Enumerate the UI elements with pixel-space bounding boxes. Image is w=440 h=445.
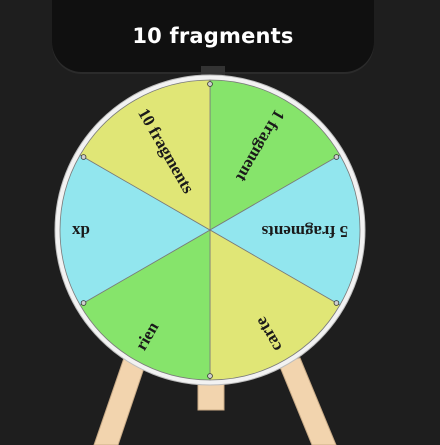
wheel-peg (333, 154, 340, 160)
wheel-segment[interactable] (79, 79, 211, 231)
easel-right-leg (277, 357, 337, 445)
wheel-peg (80, 154, 87, 160)
wheel-peg (80, 300, 87, 306)
wheel-segment-label: xp (72, 219, 90, 238)
wheel-peg (207, 81, 213, 87)
wheel-segment[interactable] (59, 154, 211, 306)
wheel-segment[interactable] (209, 229, 341, 381)
wheel-segments[interactable] (59, 79, 361, 381)
result-banner (52, 0, 374, 72)
wheel-peg (333, 300, 340, 306)
wheel-peg (207, 373, 213, 379)
wheel-segment-label: 5 fragments (261, 222, 348, 241)
wheel-segment[interactable] (79, 229, 211, 381)
wheel-pegs (80, 81, 340, 379)
wheel-segment[interactable] (209, 79, 341, 231)
result-text: 10 fragments (132, 24, 294, 48)
easel-left-leg (93, 357, 147, 445)
wheel-segment[interactable] (209, 154, 361, 306)
